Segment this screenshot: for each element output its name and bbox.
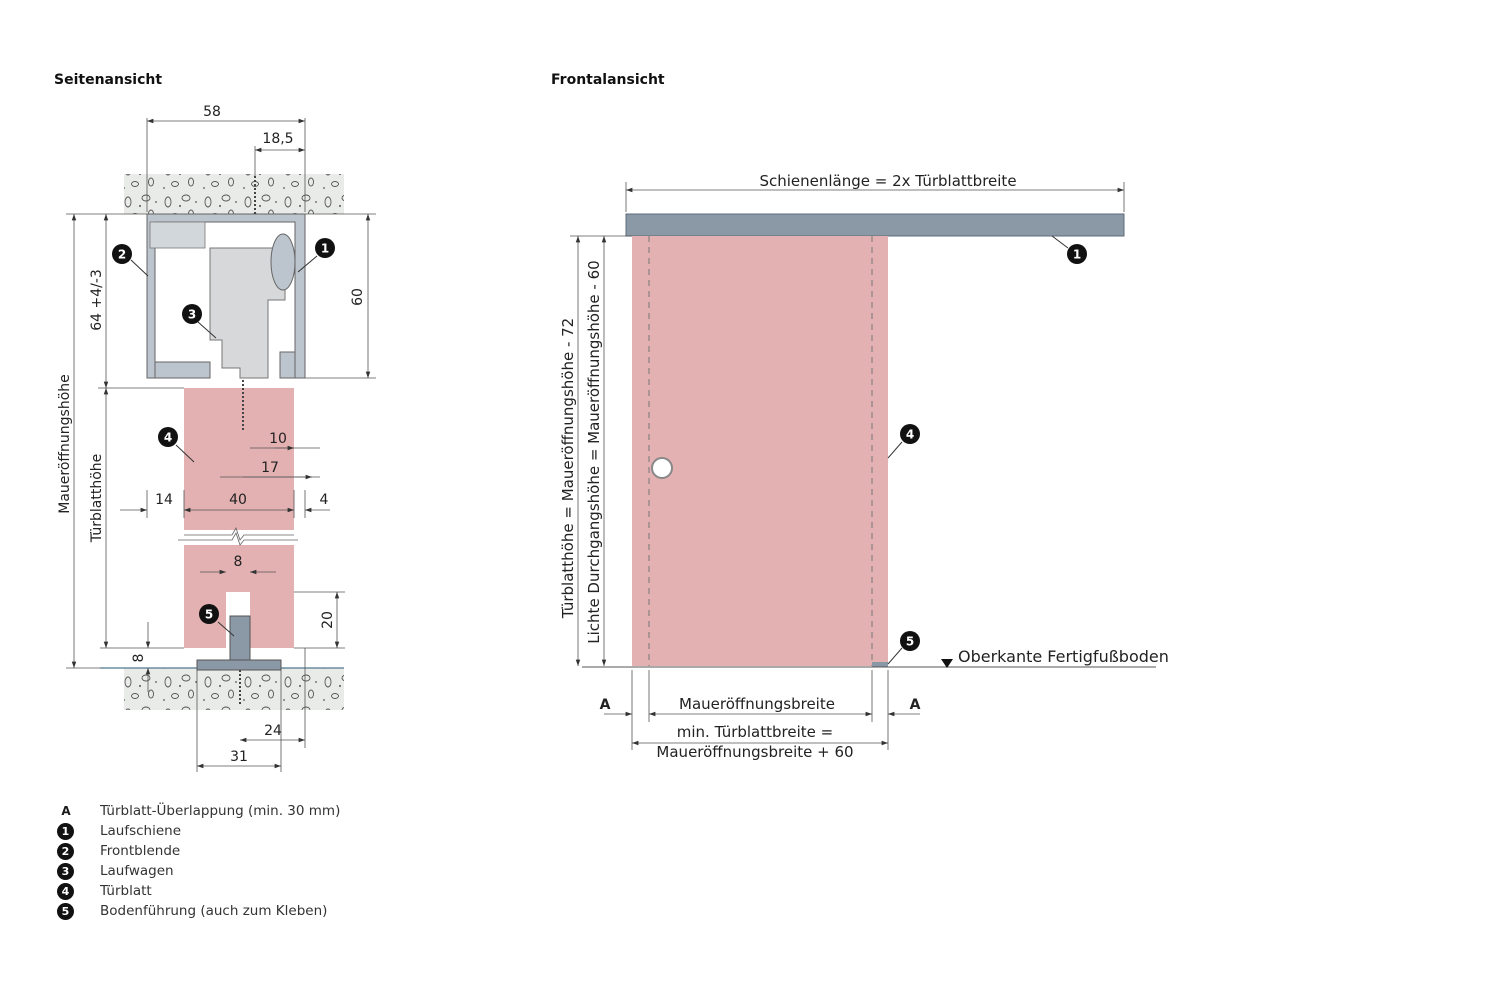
front-marker-5-icon: 5 bbox=[900, 631, 920, 651]
legend-key-5-icon: 5 bbox=[57, 902, 74, 920]
front-view: Oberkante Fertigfußboden Schienenlänge =… bbox=[559, 172, 1169, 761]
svg-text:5: 5 bbox=[906, 635, 914, 649]
dim-floor-gap: 8 bbox=[131, 654, 147, 663]
legend-label: Türblatt-Überlappung (min. 30 mm) bbox=[100, 803, 341, 819]
min-door-width-label-1: min. Türblattbreite = bbox=[677, 723, 833, 741]
svg-text:3: 3 bbox=[188, 308, 196, 322]
legend-key-1-icon: 1 bbox=[57, 822, 74, 840]
door-section-upper bbox=[184, 388, 294, 530]
floor-label: Oberkante Fertigfußboden bbox=[958, 647, 1169, 666]
dim-groove-depth: 20 bbox=[320, 611, 336, 629]
svg-text:1: 1 bbox=[1073, 248, 1081, 262]
marker-4-icon: 4 bbox=[158, 427, 178, 447]
rail-profile bbox=[146, 213, 306, 379]
front-marker-1-icon: 1 bbox=[1067, 244, 1087, 264]
side-view-title: Seitenansicht bbox=[54, 72, 163, 88]
legend-label: Frontblende bbox=[100, 843, 181, 859]
legend-item: 3 Laufwagen bbox=[56, 861, 340, 881]
legend-key-2-icon: 2 bbox=[57, 842, 74, 860]
svg-text:5: 5 bbox=[205, 608, 213, 622]
clear-height-label: Lichte Durchgangshöhe = Maueröffnungshöh… bbox=[585, 260, 603, 643]
front-marker-4-icon: 4 bbox=[900, 424, 920, 444]
carriage-wheel bbox=[270, 233, 296, 291]
dim-rail-height-inner: 60 bbox=[350, 288, 366, 306]
ceiling-concrete bbox=[124, 174, 344, 214]
min-door-width-label-2: Maueröffnungsbreite + 60 bbox=[656, 743, 853, 761]
dim-door-thickness: 40 bbox=[229, 492, 247, 508]
floor-guide bbox=[196, 615, 282, 705]
door-height-label: Türblatthöhe = Maueröffnungshöhe - 72 bbox=[559, 318, 577, 619]
door-handle-icon bbox=[651, 457, 673, 479]
legend-item: 5 Bodenführung (auch zum Kleben) bbox=[56, 901, 340, 921]
front-floor-guide bbox=[872, 662, 888, 667]
dim-total-depth: 58 bbox=[203, 104, 221, 120]
side-view: 58 18,5 64 +4/-3 60 Maueröffnungshöhe Tü… bbox=[57, 104, 376, 772]
front-view-title: Frontalansicht bbox=[551, 72, 665, 88]
legend-key-a: A bbox=[61, 804, 71, 818]
svg-text:4: 4 bbox=[906, 428, 914, 442]
marker-3-icon: 3 bbox=[182, 304, 202, 324]
svg-text:1: 1 bbox=[321, 242, 329, 256]
dim-rail-offset: 18,5 bbox=[262, 131, 293, 147]
legend: A Türblatt-Überlappung (min. 30 mm) 1 La… bbox=[56, 801, 340, 921]
legend-item: 4 Türblatt bbox=[56, 881, 340, 901]
rail-length-label: Schienenlänge = 2x Türblattbreite bbox=[759, 172, 1016, 190]
legend-item: 1 Laufschiene bbox=[56, 821, 340, 841]
legend-label: Laufschiene bbox=[100, 823, 182, 839]
floor-level-icon bbox=[941, 659, 953, 668]
dim-gap-right: 4 bbox=[320, 492, 329, 508]
dim-gap-left: 14 bbox=[155, 492, 173, 508]
legend-label: Laufwagen bbox=[100, 863, 174, 879]
marker-1-icon: 1 bbox=[315, 238, 335, 258]
legend-key-4-icon: 4 bbox=[57, 882, 74, 900]
opening-width-label: Maueröffnungsbreite bbox=[679, 695, 835, 713]
dim-groove-width: 8 bbox=[234, 554, 243, 570]
legend-item: 2 Frontblende bbox=[56, 841, 340, 861]
front-rail bbox=[625, 213, 1125, 237]
marker-5-icon: 5 bbox=[199, 604, 219, 624]
legend-item: A Türblatt-Überlappung (min. 30 mm) bbox=[56, 801, 340, 821]
dim-opening-height: Maueröffnungshöhe bbox=[57, 374, 73, 514]
dim-screw-offset-2: 17 bbox=[261, 460, 279, 476]
legend-label: Bodenführung (auch zum Kleben) bbox=[100, 903, 328, 919]
svg-text:2: 2 bbox=[118, 248, 126, 262]
front-door-leaf bbox=[632, 236, 888, 666]
dim-door-height: Türblatthöhe bbox=[89, 454, 105, 544]
svg-text:4: 4 bbox=[164, 431, 172, 445]
dim-guide-width: 31 bbox=[230, 749, 248, 765]
overlap-right-label: A bbox=[910, 697, 921, 713]
legend-key-3-icon: 3 bbox=[57, 862, 74, 880]
floor-concrete bbox=[124, 668, 344, 710]
dim-guide-offset: 24 bbox=[264, 723, 282, 739]
dim-screw-offset: 10 bbox=[269, 431, 287, 447]
dim-rail-height: 64 +4/-3 bbox=[89, 269, 105, 331]
marker-2-icon: 2 bbox=[112, 244, 132, 264]
legend-label: Türblatt bbox=[100, 883, 152, 899]
overlap-left-label: A bbox=[600, 697, 611, 713]
